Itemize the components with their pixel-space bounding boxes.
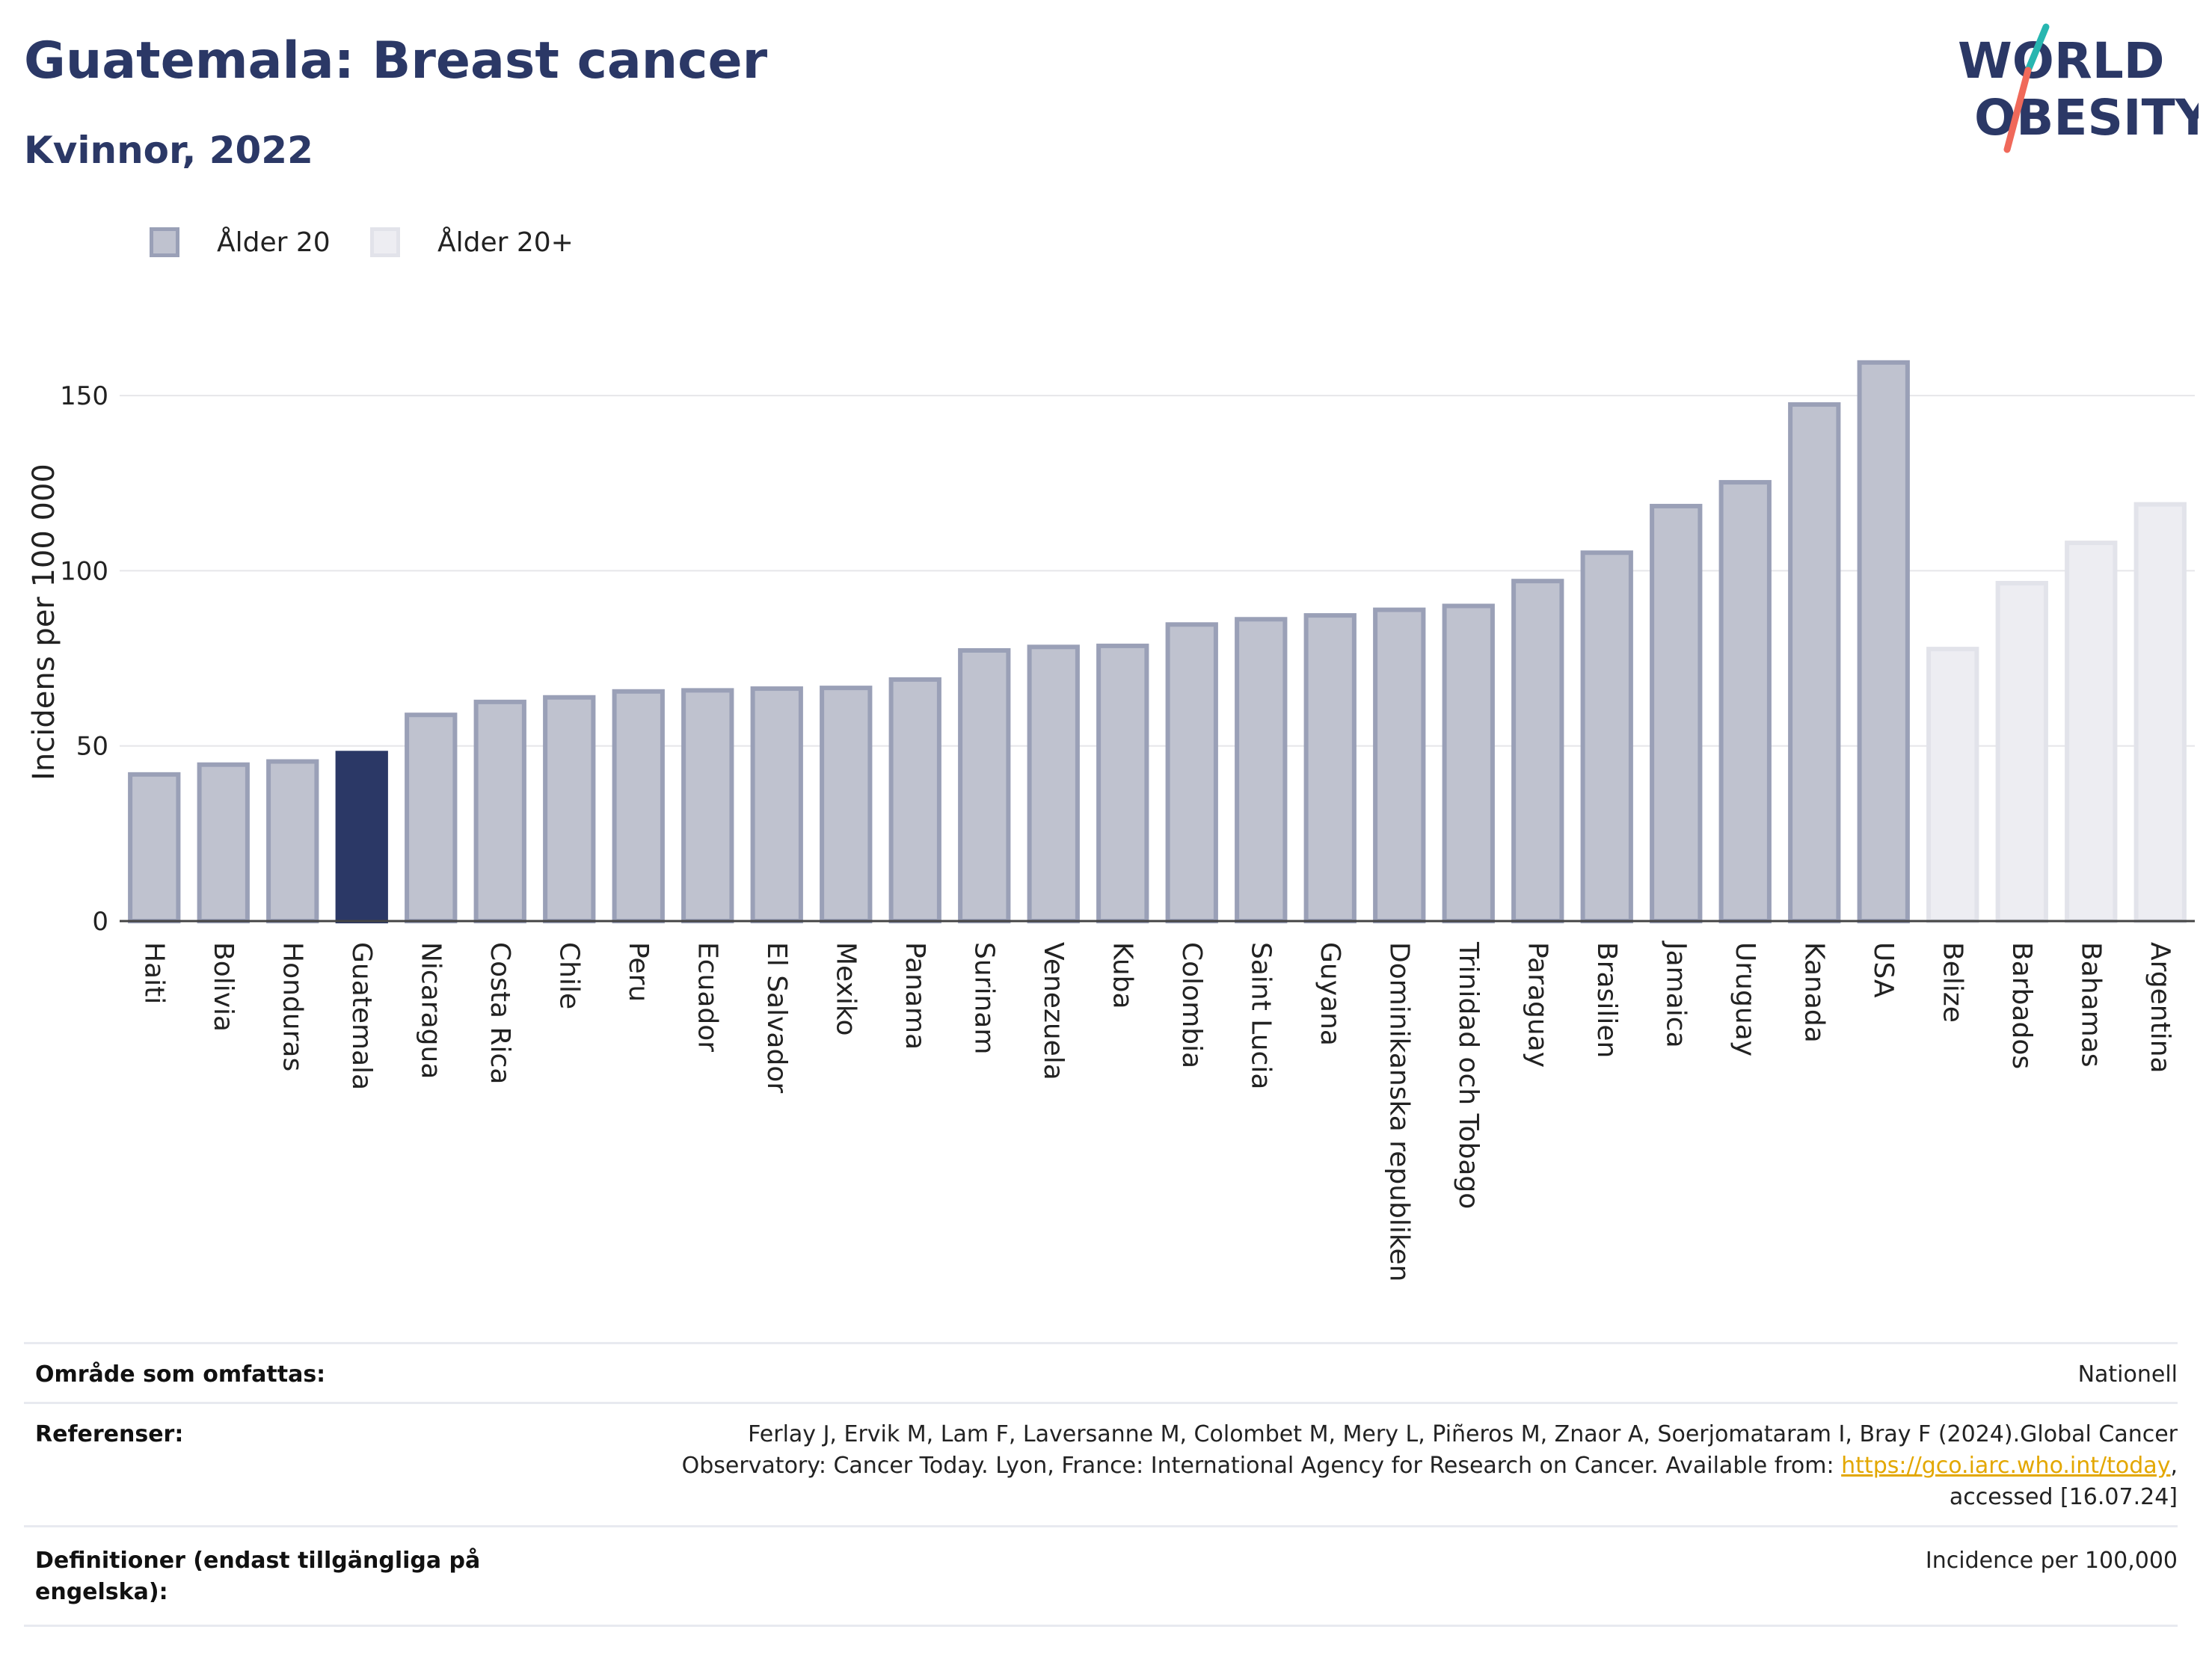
x-tick-label: Colombia (1176, 942, 1207, 1068)
bar-haiti (128, 772, 181, 924)
bar-guatemala (335, 751, 388, 923)
y-tick-label: 100 (60, 556, 108, 586)
bar-costa-rica (473, 699, 526, 923)
legend-label-age20: Ålder 20 (217, 227, 331, 258)
x-tick-label: Trinidad och Tobago (1453, 941, 1484, 1209)
logo-stroke-top (2024, 23, 2050, 74)
bar-chile (543, 695, 596, 923)
bar-mexiko (820, 686, 873, 923)
x-tick-label: Paraguay (1522, 942, 1552, 1068)
x-tick-label: Mexiko (830, 942, 861, 1035)
meta-value-area: Nationell (2077, 1361, 2178, 1388)
x-tick-label: El Salvador (761, 942, 792, 1093)
bar-jamaica (1650, 503, 1703, 923)
x-tick-label: Argentina (2145, 942, 2175, 1074)
ref-line-3: accessed [16.07.24] (1949, 1484, 2178, 1510)
x-tick-label: USA (1868, 942, 1899, 998)
x-tick-label: Nicaragua (415, 942, 446, 1079)
def-label-line-1: Definitioner (endast tillgängliga på (35, 1548, 481, 1574)
bar-paraguay (1511, 579, 1564, 923)
x-tick-label: Surinam (968, 942, 999, 1054)
x-tick-label: Ecuador (692, 942, 722, 1052)
logo-stroke-bottom (2003, 67, 2032, 153)
bar-dominikanska-republiken (1373, 607, 1426, 924)
x-tick-label: Peru (623, 942, 654, 1002)
bar-belize (1926, 647, 1979, 923)
bar-brasilien (1580, 550, 1633, 923)
bar-saint-lucia (1235, 617, 1288, 924)
ref-line-2-comma: , (2170, 1453, 2178, 1479)
bar-colombia (1165, 622, 1218, 924)
y-tick-label: 150 (60, 381, 108, 411)
bar-panama (888, 677, 941, 923)
x-tick-label: Jamaica (1660, 941, 1691, 1048)
meta-label-area: Område som omfattas: (35, 1361, 326, 1388)
meta-row-references: Referenser: Ferlay J, Ervik M, Lam F, La… (24, 1402, 2178, 1527)
x-tick-label: Belize (1937, 942, 1967, 1023)
world-obesity-logo: WORLD OBESITY (1958, 23, 2199, 153)
legend-swatch-age20 (150, 227, 179, 257)
ref-line-2: Observatory: Cancer Today. Lyon, France:… (682, 1450, 2178, 1482)
meta-row-definitions: Definitioner (endast tillgängliga på eng… (24, 1525, 2178, 1627)
x-tick-label: Guatemala (346, 942, 377, 1090)
bar-bolivia (197, 762, 250, 923)
meta-label-definitions: Definitioner (endast tillgängliga på eng… (35, 1545, 480, 1608)
x-tick-label: Kanada (1798, 942, 1829, 1043)
y-axis-title: Incidens per 100 000 (27, 464, 61, 781)
x-tick-label: Barbados (2006, 942, 2037, 1069)
x-tick-label: Dominikanska republiken (1383, 942, 1414, 1281)
legend-label-age20plus: Ålder 20+ (437, 227, 574, 258)
bar-usa (1857, 360, 1910, 923)
bar-chart: 0 50 100 150 Incidens per 100 000 Haiti Bolivi… (27, 360, 2195, 1281)
bar-trinidad-och-tobago (1442, 603, 1495, 924)
bar-kuba (1096, 643, 1149, 923)
bar-honduras (266, 759, 319, 924)
ref-line-2-text: Observatory: Cancer Today. Lyon, France:… (681, 1453, 1842, 1479)
x-tick-label: Bahamas (2075, 942, 2106, 1068)
x-tick-label: Costa Rica (485, 942, 515, 1084)
x-tick-label: Uruguay (1730, 942, 1760, 1056)
bar-surinam (958, 647, 1011, 923)
y-tick-label: 50 (76, 732, 108, 762)
y-tick-label: 0 (92, 907, 108, 937)
page-title: Guatemala: Breast cancer (24, 31, 768, 90)
bar-peru (612, 689, 665, 923)
x-tick-label: Haiti (138, 942, 169, 1004)
bar-guyana (1303, 613, 1357, 924)
meta-value-definitions: Incidence per 100,000 (1925, 1548, 2178, 1574)
bar-argentina (2133, 502, 2187, 923)
logo-text-world: WORLD (1958, 32, 2165, 90)
bar-venezuela (1027, 644, 1080, 923)
meta-label-references: Referenser: (35, 1421, 184, 1447)
bar-ecuador (681, 688, 734, 924)
x-tick-label: Panama (900, 942, 930, 1050)
legend-swatch-age20plus (370, 227, 400, 257)
bar-nicaragua (405, 712, 458, 923)
x-tick-label: Saint Lucia (1245, 942, 1276, 1089)
bar-uruguay (1718, 480, 1772, 923)
ref-line-1: Ferlay J, Ervik M, Lam F, Laversanne M, … (748, 1421, 2178, 1447)
bar-bahamas (2065, 541, 2118, 923)
x-tick-label: Guyana (1315, 942, 1345, 1046)
meta-row-area: Område som omfattas: Nationell (24, 1342, 2178, 1404)
x-tick-label: Kuba (1107, 942, 1137, 1009)
meta-value-references: Ferlay J, Ervik M, Lam F, Laversanne M, … (682, 1419, 2178, 1513)
bar-el-salvador (750, 686, 803, 923)
x-tick-label: Honduras (277, 942, 307, 1071)
bar-kanada (1788, 402, 1841, 923)
def-label-line-2: engelska): (35, 1579, 168, 1605)
x-tick-label: Chile (553, 942, 584, 1009)
page-subtitle: Kvinnor, 2022 (24, 129, 313, 172)
ref-link[interactable]: https://gco.iarc.who.int/today (1841, 1453, 2171, 1479)
x-tick-label: Bolivia (208, 942, 239, 1032)
x-tick-label: Brasilien (1591, 942, 1622, 1058)
bar-barbados (1995, 581, 2048, 923)
x-tick-label: Venezuela (1038, 942, 1069, 1080)
